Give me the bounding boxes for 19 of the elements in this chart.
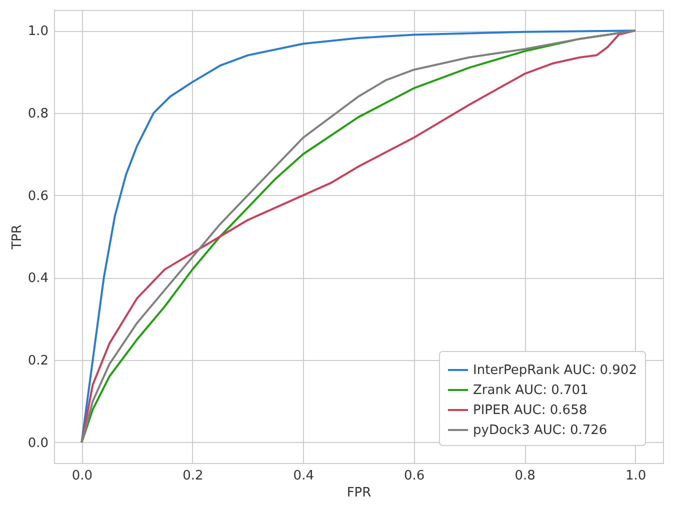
y-tick-label: 0.0: [28, 436, 48, 451]
y-tick-label: 1.0: [28, 24, 48, 40]
legend-label: InterPepRank AUC: 0.902: [473, 363, 637, 378]
y-axis-title: TPR: [10, 224, 25, 250]
x-tick-label: 0.0: [72, 468, 93, 484]
x-tick-label: 0.4: [293, 468, 314, 484]
y-tick-label: 0.2: [28, 354, 48, 369]
y-tick-label: 0.4: [28, 271, 48, 286]
x-tick-label: 0.8: [514, 468, 536, 484]
y-tick-label: 0.6: [28, 188, 48, 204]
x-tick-label: 0.6: [404, 468, 425, 484]
x-tick-label: 1.0: [625, 468, 646, 484]
legend-label: pyDock3 AUC: 0.726: [473, 423, 608, 438]
legend-label: Zrank AUC: 0.701: [473, 383, 588, 398]
x-tick-label: 0.2: [182, 468, 204, 484]
x-axis-title: FPR: [346, 486, 372, 500]
y-tick-label: 0.8: [28, 106, 48, 122]
line-series: [80, 30, 636, 444]
legend-label: PIPER AUC: 0.658: [473, 403, 588, 418]
